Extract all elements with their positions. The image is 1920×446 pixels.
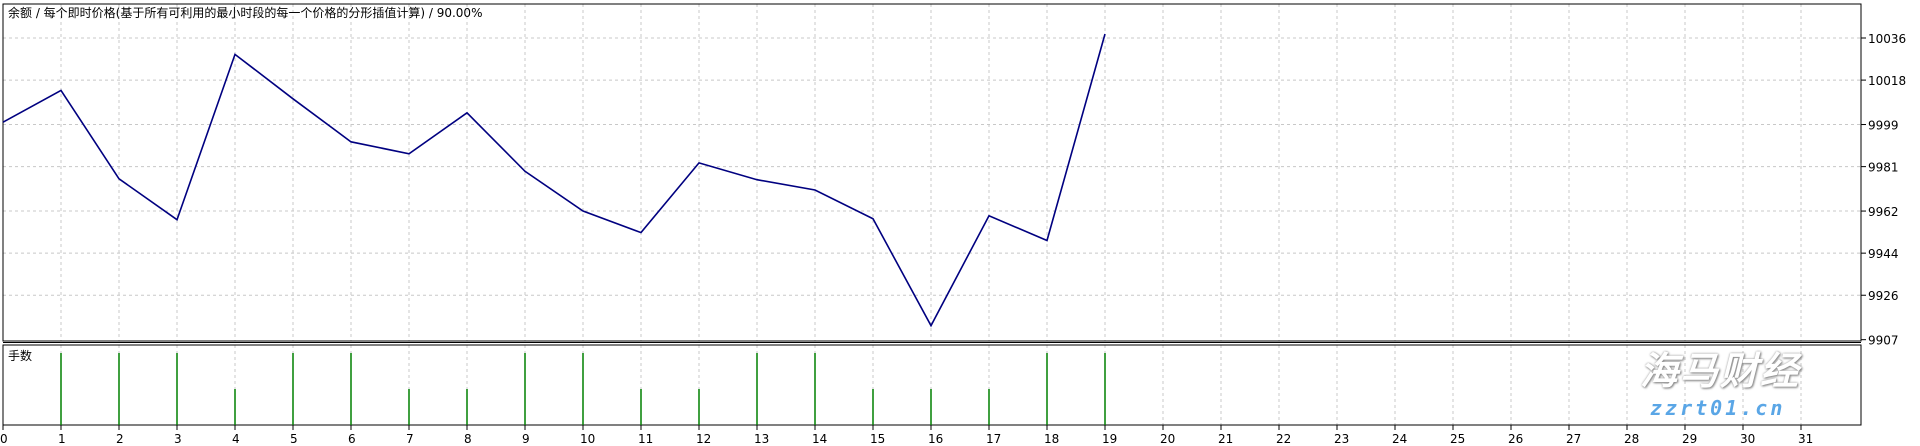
x-tick-label: 24 [1392,432,1407,446]
x-tick-label: 13 [754,432,769,446]
balance-line [2,33,1106,328]
x-tick-label: 2 [116,432,124,446]
x-tick-label: 25 [1450,432,1465,446]
x-tick-label: 3 [174,432,182,446]
x-tick-label: 0 [0,432,8,446]
volume-panel-title: 手数 [8,349,33,363]
x-tick-label: 9 [522,432,530,446]
x-tick-label: 19 [1102,432,1117,446]
x-tick-label: 17 [986,432,1001,446]
x-tick-label: 26 [1508,432,1523,446]
x-tick-label: 30 [1740,432,1755,446]
x-tick-label: 7 [406,432,414,446]
x-tick-label: 1 [58,432,66,446]
x-tick-label: 18 [1044,432,1059,446]
y-tick-label: 9944 [1868,247,1899,261]
x-tick-label: 27 [1566,432,1581,446]
y-tick-label: 9962 [1868,205,1899,219]
watermark-site: zzrt01.cn [1650,396,1786,420]
x-tick-label: 21 [1218,432,1233,446]
y-axis-ticks: 10036 10018 9999 9981 9962 9944 9926 9907 [1861,32,1906,348]
volume-panel-border [2,344,1862,426]
volume-bars [60,353,1106,425]
y-tick-label: 9981 [1868,161,1899,175]
x-tick-label: 22 [1276,432,1291,446]
y-tick-label: 10018 [1868,74,1906,88]
x-tick-label: 16 [928,432,943,446]
x-tick-label: 29 [1682,432,1697,446]
x-tick-label: 8 [464,432,472,446]
x-tick-label: 5 [290,432,298,446]
main-panel-border [2,3,1862,342]
x-tick-label: 6 [348,432,356,446]
x-tick-label: 15 [870,432,885,446]
y-tick-label: 9999 [1868,119,1899,133]
x-tick-label: 23 [1334,432,1349,446]
y-tick-label: 9926 [1868,289,1899,303]
x-tick-label: 28 [1624,432,1639,446]
y-tick-label: 9907 [1868,334,1899,348]
x-axis-ticks: 0 1 2 3 4 5 6 7 8 9 10 11 12 13 14 15 16 17 18 19 20 21 22 23 24… [0,425,1813,446]
x-tick-label: 14 [812,432,827,446]
watermark-logo: 海马财经 [1640,349,1801,393]
chart-frame [2,3,1862,426]
x-tick-label: 10 [580,432,595,446]
x-tick-label: 20 [1160,432,1175,446]
x-tick-label: 11 [638,432,653,446]
x-tick-label: 12 [696,432,711,446]
x-tick-label: 31 [1798,432,1813,446]
grid-lines [3,4,1861,425]
y-tick-label: 10036 [1868,32,1906,46]
x-tick-label: 4 [232,432,240,446]
chart-title: 余额 / 每个即时价格(基于所有可利用的最小时段的每一个价格的分形插值计算) /… [8,6,483,20]
balance-series-line [2,33,1106,328]
